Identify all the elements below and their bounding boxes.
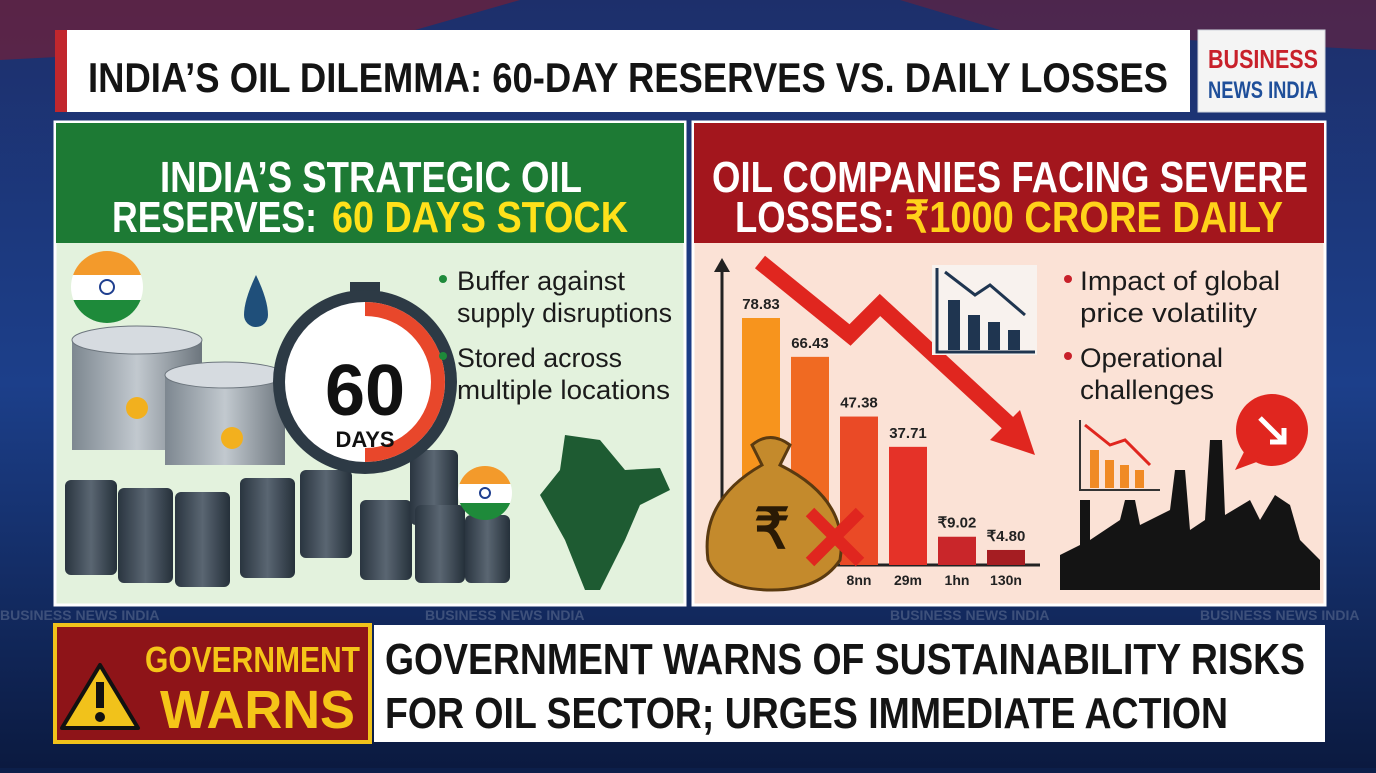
svg-text:₹: ₹	[754, 497, 790, 560]
left-title-highlight: 60 DAYS STOCK	[332, 193, 628, 242]
bullet-text: supply disruptions	[457, 298, 672, 328]
left-title: RESERVES:	[112, 193, 317, 242]
right-title: OIL COMPANIES FACING SEVERE	[712, 153, 1308, 202]
x-tick-label: 29m	[894, 572, 922, 588]
bullet-text: price volatility	[1080, 298, 1258, 328]
alert-headline: FOR OIL SECTOR; URGES IMMEDIATE ACTION	[385, 689, 1228, 738]
right-title-highlight: ₹1000 CRORE DAILY	[905, 193, 1283, 242]
bullet-dot	[1064, 275, 1072, 283]
value-label: 37.71	[889, 425, 927, 442]
bullet-text: multiple locations	[457, 375, 670, 405]
alert-badge-text: GOVERNMENT	[145, 639, 360, 680]
bullet-dot	[439, 275, 447, 283]
warning-icon	[60, 663, 140, 730]
timer-number: 60	[325, 351, 405, 431]
watermark: BUSINESS NEWS INDIA	[890, 607, 1049, 623]
bullet-text: challenges	[1080, 375, 1214, 405]
flag	[71, 251, 143, 323]
page-title: INDIA’S OIL DILEMMA: 60-DAY RESERVES VS.…	[88, 54, 1168, 101]
value-label: 47.38	[840, 395, 878, 412]
trend-arrow	[754, 255, 1016, 431]
alert-headline-box	[374, 625, 1325, 742]
bullet-text: Impact of global	[1080, 266, 1280, 296]
alert-bubble	[1235, 394, 1308, 470]
bar	[889, 446, 927, 565]
x-tick-label: 1hn	[945, 572, 970, 588]
bar	[938, 536, 976, 565]
value-label: 66.43	[791, 335, 829, 352]
x-tick-label: 130n	[990, 572, 1022, 588]
watermark: BUSINESS NEWS INDIA	[1200, 607, 1359, 623]
timer-unit: DAYS	[335, 427, 394, 452]
chart-icon	[1079, 420, 1160, 491]
timer: 60 DAYS	[273, 282, 457, 474]
bullet-text: Buffer against	[457, 266, 625, 296]
chart-icon	[932, 265, 1037, 355]
bar	[987, 549, 1025, 565]
logo-box	[1197, 29, 1326, 113]
logo-line: NEWS INDIA	[1208, 77, 1318, 104]
value-label: ₹9.02	[938, 515, 977, 532]
alert-headline: GOVERNMENT WARNS OF SUSTAINABILITY RISKS	[385, 635, 1305, 684]
title-accent	[55, 30, 67, 112]
logo-line: BUSINESS	[1208, 44, 1318, 74]
bullet-dot	[439, 352, 447, 360]
bullet-dot	[1064, 352, 1072, 360]
india-map	[540, 435, 670, 590]
tanks	[71, 325, 286, 465]
trend-arrow-head	[990, 410, 1035, 455]
right-title: LOSSES:	[735, 193, 895, 242]
value-label: 78.83	[742, 296, 780, 313]
cross	[805, 507, 865, 567]
axis-arrow	[714, 258, 730, 272]
title-bar	[55, 30, 1190, 112]
left-title: INDIA’S STRATEGIC OIL	[160, 153, 582, 202]
right-header	[694, 123, 1324, 243]
watermark: BUSINESS NEWS INDIA	[0, 607, 159, 623]
watermark: BUSINESS NEWS INDIA	[425, 607, 584, 623]
money-bag: ₹	[705, 436, 843, 592]
oil-drop	[244, 275, 268, 327]
barrels	[65, 450, 510, 587]
refinery-silhouette	[1060, 440, 1320, 590]
left-header	[56, 123, 684, 243]
flag	[458, 466, 512, 520]
bullet-text: Stored across	[457, 343, 622, 373]
x-tick-label: 8nn	[847, 572, 872, 588]
alert-badge-text: WARNS	[160, 680, 355, 740]
value-label: ₹4.80	[987, 528, 1026, 545]
bullet-text: Operational	[1080, 343, 1223, 373]
